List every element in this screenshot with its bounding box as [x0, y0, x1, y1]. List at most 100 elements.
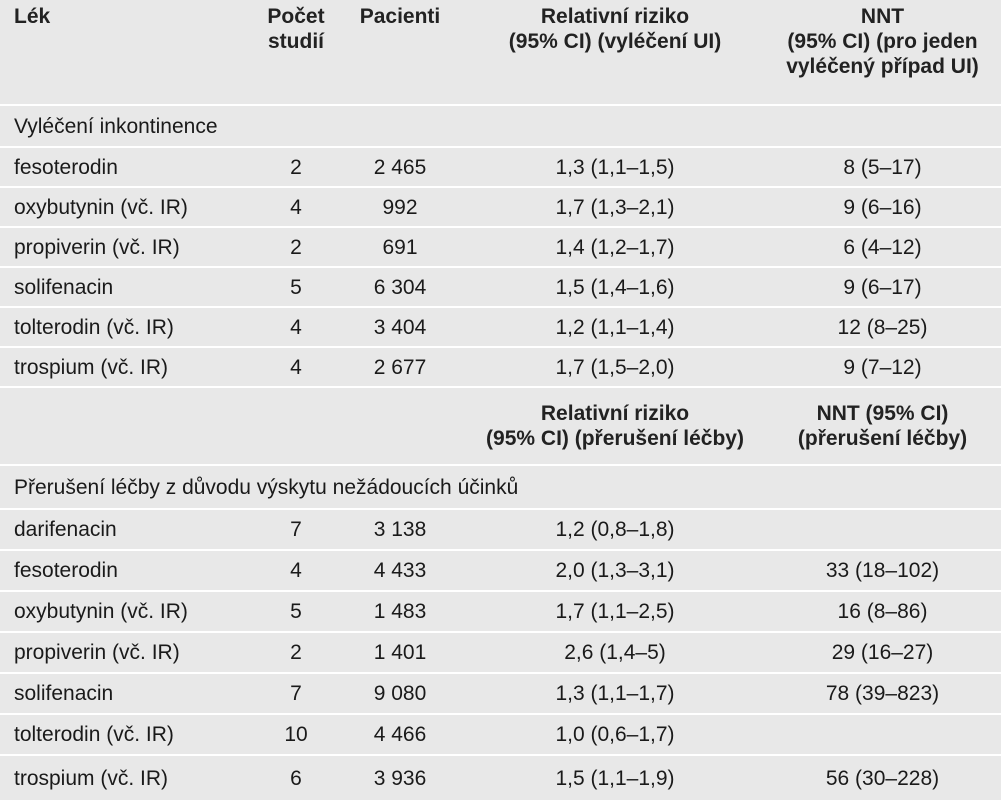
cell-rr: 1,3 (1,1–1,5) — [555, 155, 675, 179]
table-row: solifenacin 5 6 304 1,5 (1,4–1,6) 9 (6–1… — [0, 266, 1001, 306]
table-row: solifenacin 7 9 080 1,3 (1,1–1,7) 78 (39… — [0, 672, 1001, 713]
cell-nnt: 8 (5–17) — [843, 155, 922, 179]
subheader-nnt-line2: (přerušení léčby) — [797, 427, 968, 450]
cell-studies: 2 — [290, 155, 302, 179]
cell-studies: 4 — [290, 315, 302, 339]
subheader-nnt-line1: NNT (95% CI) — [816, 402, 949, 425]
header-rr-line1: Relativní riziko — [540, 5, 690, 28]
cell-drug: fesoterodin — [14, 155, 118, 179]
cell-studies: 5 — [290, 275, 302, 299]
header-nnt-line3: vyléčený případ UI) — [786, 55, 979, 78]
section-title: Přerušení léčby z důvodu výskytu nežádou… — [14, 475, 519, 499]
header-relativni-riziko: Relativní riziko (95% CI) (vyléčení UI) — [470, 0, 760, 104]
cell-rr: 1,5 (1,4–1,6) — [555, 275, 675, 299]
table-row: trospium (vč. IR) 6 3 936 1,5 (1,1–1,9) … — [0, 754, 1001, 800]
cell-patients: 3 404 — [373, 315, 427, 339]
cell-patients: 4 433 — [373, 559, 427, 582]
cell-rr: 1,4 (1,2–1,7) — [555, 235, 675, 259]
header-pocet-studii: Počet studií — [256, 0, 336, 104]
cell-studies: 7 — [290, 682, 302, 705]
cell-nnt: 9 (7–12) — [843, 355, 922, 379]
cell-nnt: 16 (8–86) — [837, 600, 928, 623]
cell-rr: 1,2 (1,1–1,4) — [555, 315, 675, 339]
header-rr-line2: (95% CI) (vyléčení UI) — [508, 30, 722, 53]
cell-studies: 2 — [290, 235, 302, 259]
cell-nnt: 9 (6–17) — [843, 275, 922, 299]
cell-studies: 2 — [290, 641, 302, 664]
cell-drug: propiverin (vč. IR) — [14, 235, 180, 259]
header-pocet-line2: studií — [268, 30, 324, 53]
cell-patients: 3 936 — [373, 766, 427, 790]
cell-patients: 4 466 — [373, 723, 427, 746]
table-header: Lék Počet studií Pacienti Relativní rizi… — [0, 0, 1001, 104]
cell-drug: oxybutynin (vč. IR) — [14, 195, 188, 219]
cell-patients: 1 483 — [373, 600, 427, 623]
cell-drug: trospium (vč. IR) — [14, 355, 169, 379]
cell-rr: 1,0 (0,6–1,7) — [555, 723, 675, 746]
header-lek: Lék — [14, 5, 51, 28]
cell-drug: fesoterodin — [14, 559, 118, 582]
table-row: trospium (vč. IR) 4 2 677 1,7 (1,5–2,0) … — [0, 346, 1001, 386]
cell-rr: 1,7 (1,3–2,1) — [555, 195, 675, 219]
table-subheader: Relativní riziko (95% CI) (přerušení léč… — [0, 386, 1001, 464]
table-row: oxybutynin (vč. IR) 4 992 1,7 (1,3–2,1) … — [0, 186, 1001, 226]
table-row: oxybutynin (vč. IR) 5 1 483 1,7 (1,1–2,5… — [0, 590, 1001, 631]
cell-drug: tolterodin (vč. IR) — [14, 315, 174, 339]
cell-patients: 1 401 — [373, 641, 427, 664]
table-row: tolterodin (vč. IR) 10 4 466 1,0 (0,6–1,… — [0, 713, 1001, 754]
table-row: fesoterodin 4 4 433 2,0 (1,3–3,1) 33 (18… — [0, 549, 1001, 590]
cell-nnt: 78 (39–823) — [825, 682, 940, 705]
table-row: propiverin (vč. IR) 2 1 401 2,6 (1,4–5) … — [0, 631, 1001, 672]
cell-drug: oxybutynin (vč. IR) — [14, 600, 188, 623]
cell-nnt: 6 (4–12) — [843, 235, 922, 259]
cell-drug: tolterodin (vč. IR) — [14, 723, 174, 746]
cell-patients: 992 — [382, 195, 418, 219]
cell-patients: 2 677 — [373, 355, 427, 379]
cell-studies: 4 — [290, 559, 302, 582]
cell-studies: 6 — [290, 766, 302, 790]
header-nnt-line1: NNT — [860, 5, 905, 28]
cell-drug: propiverin (vč. IR) — [14, 641, 180, 664]
cell-drug: darifenacin — [14, 518, 117, 541]
header-nnt-line2: (95% CI) (pro jeden — [787, 30, 978, 53]
table-row: tolterodin (vč. IR) 4 3 404 1,2 (1,1–1,4… — [0, 306, 1001, 346]
cell-nnt — [770, 510, 995, 549]
section-title-row: Přerušení léčby z důvodu výskytu nežádou… — [0, 464, 1001, 508]
cell-rr: 1,7 (1,5–2,0) — [555, 355, 675, 379]
table-row: darifenacin 7 3 138 1,2 (0,8–1,8) — [0, 508, 1001, 549]
cell-patients: 9 080 — [373, 682, 427, 705]
cell-nnt: 56 (30–228) — [825, 766, 940, 790]
section-title: Vyléčení inkontinence — [14, 114, 218, 138]
table-row: fesoterodin 2 2 465 1,3 (1,1–1,5) 8 (5–1… — [0, 146, 1001, 186]
cell-drug: solifenacin — [14, 275, 114, 299]
cell-rr: 1,3 (1,1–1,7) — [555, 682, 675, 705]
header-nnt: NNT (95% CI) (pro jeden vyléčený případ … — [770, 0, 995, 104]
cell-patients: 2 465 — [373, 155, 427, 179]
cell-studies: 4 — [290, 195, 302, 219]
cell-nnt: 9 (6–16) — [843, 195, 922, 219]
cell-nnt — [770, 715, 995, 754]
cell-rr: 1,2 (0,8–1,8) — [555, 518, 675, 541]
subheader-rr-line2: (95% CI) (přerušení léčby) — [486, 427, 744, 450]
cell-drug: solifenacin — [14, 682, 114, 705]
subheader-rr-line1: Relativní riziko — [540, 402, 690, 425]
cell-studies: 5 — [290, 600, 302, 623]
cell-patients: 3 138 — [373, 518, 427, 541]
cell-studies: 10 — [284, 723, 308, 746]
cell-drug: trospium (vč. IR) — [14, 766, 169, 790]
header-pocet-line1: Počet — [267, 5, 325, 28]
cell-nnt: 12 (8–25) — [837, 315, 928, 339]
section-title-row: Vyléčení inkontinence — [0, 104, 1001, 146]
table-row: propiverin (vč. IR) 2 691 1,4 (1,2–1,7) … — [0, 226, 1001, 266]
cell-studies: 7 — [290, 518, 302, 541]
header-pacienti: Pacienti — [359, 5, 441, 28]
cell-rr: 2,0 (1,3–3,1) — [555, 559, 675, 582]
cell-rr: 1,5 (1,1–1,9) — [555, 766, 675, 790]
cell-nnt: 29 (16–27) — [831, 641, 934, 664]
cell-rr: 2,6 (1,4–5) — [564, 641, 666, 664]
cell-studies: 4 — [290, 355, 302, 379]
subheader-relativni-riziko: Relativní riziko (95% CI) (přerušení léč… — [470, 388, 760, 464]
cell-nnt: 33 (18–102) — [825, 559, 940, 582]
cell-patients: 6 304 — [373, 275, 427, 299]
